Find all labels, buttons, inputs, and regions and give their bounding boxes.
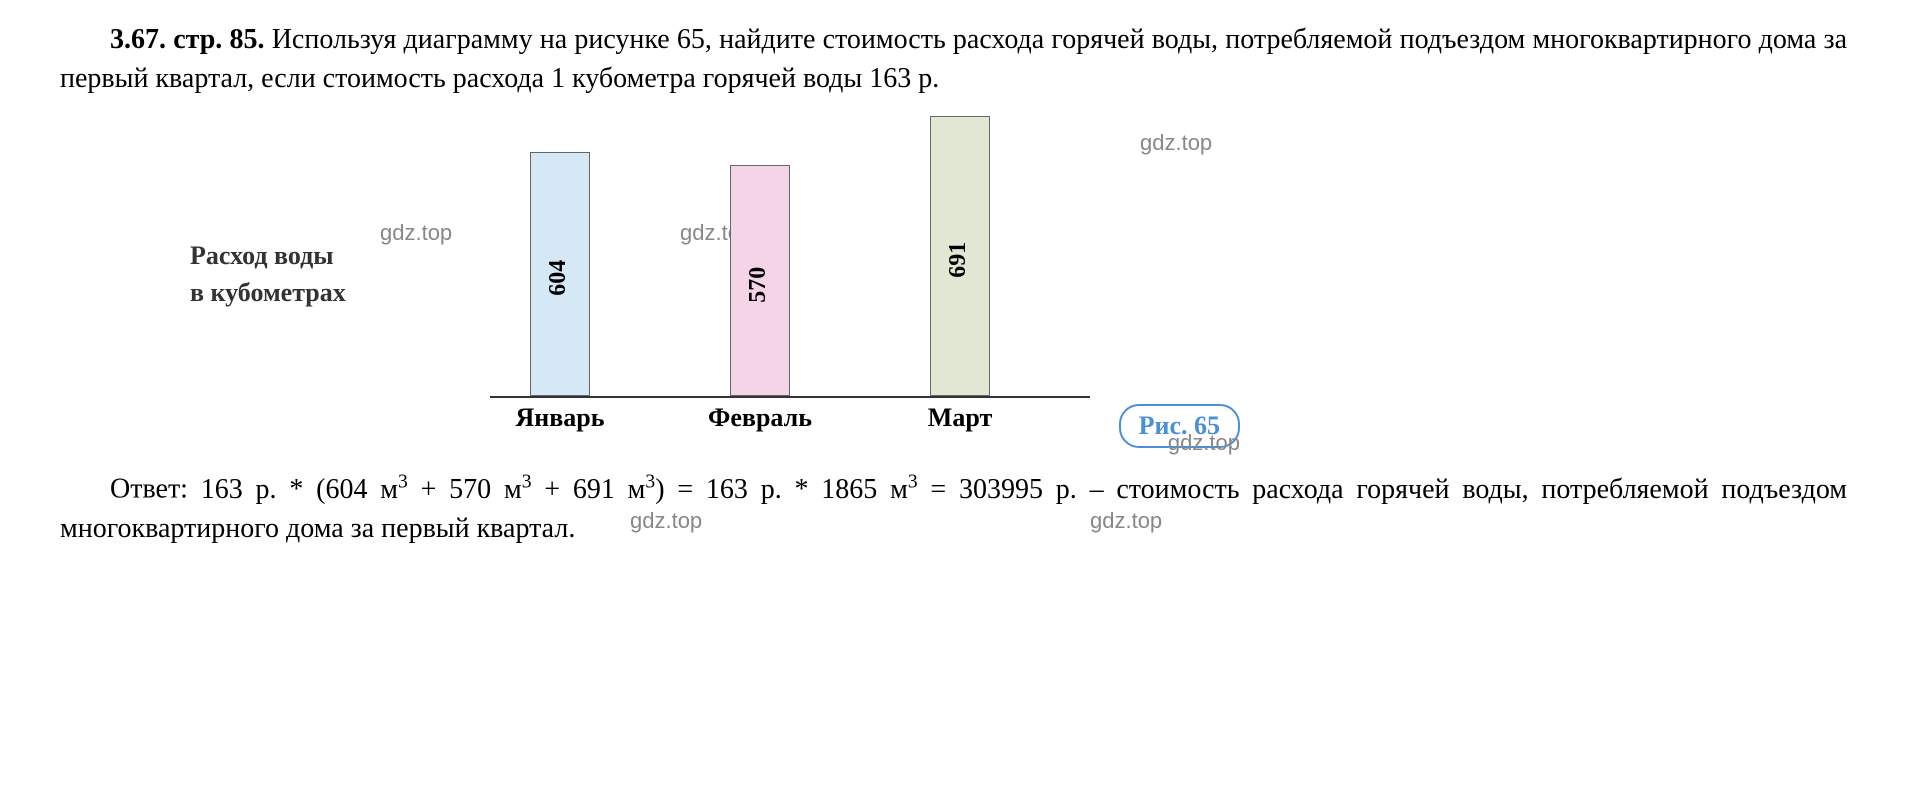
problem-statement: 3.67. стр. 85. Используя диаграмму на ри… [60,20,1847,98]
y-axis-label: Расход воды в кубометрах [190,238,470,311]
x-tick-march: Март [900,400,1020,436]
watermark: gdz.top [1140,128,1212,159]
bar-value-label: 570 [742,267,776,303]
problem-number: 3.67. [110,24,166,55]
x-tick-february: Февраль [700,400,820,436]
watermark: gdz.top [1040,506,1162,537]
bar-january: 604 [530,152,590,397]
watermark: gdz.top [380,218,452,249]
bar-value-label: 604 [542,260,576,296]
bar-chart: gdz.top Расход воды в кубометрах gdz.top… [260,118,1110,438]
problem-body: Используя диаграмму на рисунке 65, найди… [60,24,1847,94]
watermark: gdz.top [580,506,702,537]
page-reference: стр. 85. [173,24,264,55]
y-label-line2: в кубометрах [190,278,346,307]
y-label-line1: Расход воды [190,241,334,270]
bar-march: 691 [930,116,990,396]
bar-february: 570 [730,165,790,396]
answer-prefix: Ответ: [110,474,188,505]
answer-block: Ответ: 163 р. * (604 м3 + 570 м3 + 691 м… [60,468,1847,548]
x-tick-january: Январь [500,400,620,436]
answer-calculation: 163 р. * (604 м3 + 570 м3 + 691 м3) = 16… [60,474,1847,544]
bar-value-label: 691 [942,242,976,278]
chart-plot-area: gdz.top gdz.top 604 Январь 570 Февраль 6… [490,118,1090,398]
watermark: gdz.top [1168,428,1240,459]
